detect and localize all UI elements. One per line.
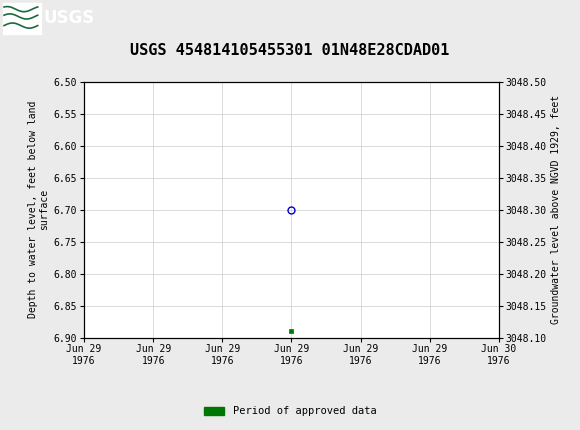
Y-axis label: Groundwater level above NGVD 1929, feet: Groundwater level above NGVD 1929, feet [551, 95, 561, 324]
Y-axis label: Depth to water level, feet below land
surface: Depth to water level, feet below land su… [28, 101, 49, 318]
Bar [3, 3, 41, 34]
Text: USGS: USGS [44, 9, 95, 27]
Legend: Period of approved data: Period of approved data [200, 402, 380, 421]
Text: USGS 454814105455301 01N48E28CDAD01: USGS 454814105455301 01N48E28CDAD01 [130, 43, 450, 58]
